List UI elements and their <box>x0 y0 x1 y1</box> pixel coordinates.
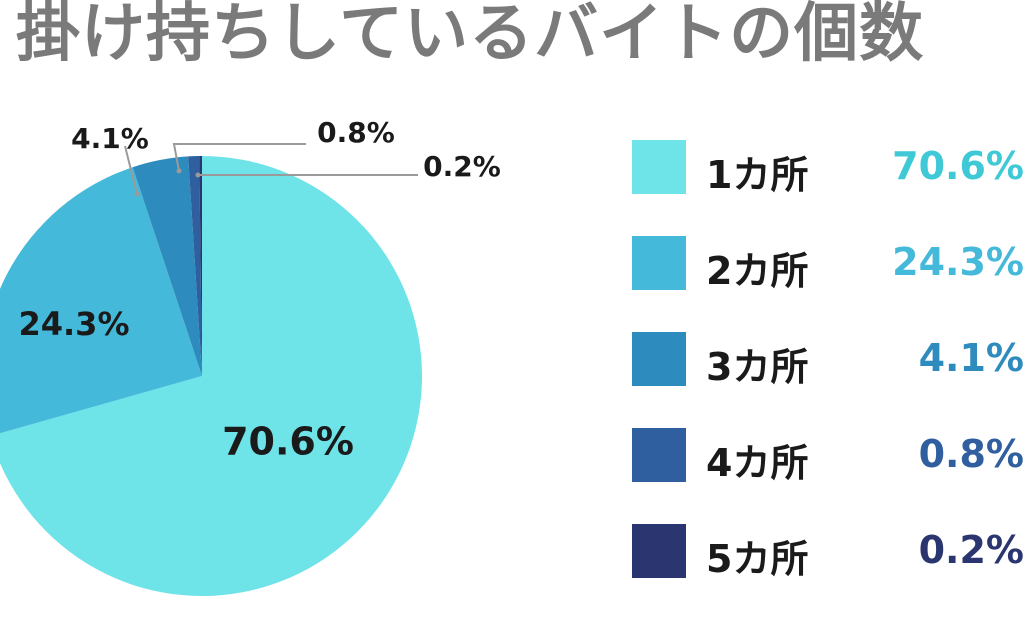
legend-swatch-5 <box>632 524 686 578</box>
leader-line-3 <box>124 145 138 195</box>
slice-label-4: 0.8% <box>317 116 395 149</box>
slice-label-5: 0.2% <box>423 150 501 183</box>
legend-value-3: 4.1% <box>918 336 1024 380</box>
leader-dot-5 <box>195 172 201 178</box>
slice-label-3: 4.1% <box>71 122 149 155</box>
legend-item-3: 3カ所 4.1% <box>632 332 1024 389</box>
legend-value-5: 0.2% <box>918 528 1024 572</box>
legend-value-4: 0.8% <box>918 432 1024 476</box>
pie-slice-5 <box>199 156 202 376</box>
leader-dot-3 <box>134 191 140 197</box>
legend-swatch-1 <box>632 140 686 194</box>
legend-swatch-3 <box>632 332 686 386</box>
chart-title: 掛け持ちしているバイトの個数 <box>16 0 925 71</box>
legend-label-4: 4カ所 <box>706 441 809 485</box>
pie-slice-2 <box>0 167 202 434</box>
legend-value-2: 24.3% <box>892 240 1024 284</box>
pie-slice-3 <box>132 156 202 376</box>
legend-item-1: 1カ所 70.6% <box>632 140 1024 197</box>
slice-label-1: 70.6% <box>222 420 354 464</box>
legend-item-4: 4カ所 0.8% <box>632 428 1024 485</box>
legend-swatch-4 <box>632 428 686 482</box>
pie-slice-1 <box>0 156 422 596</box>
legend-label-3: 3カ所 <box>706 345 809 389</box>
pie-slice-4 <box>188 156 202 376</box>
legend-value-1: 70.6% <box>892 144 1024 188</box>
legend-swatch-2 <box>632 236 686 290</box>
legend-label-2: 2カ所 <box>706 249 809 293</box>
legend-label-5: 5カ所 <box>706 537 809 581</box>
legend-item-5: 5カ所 0.2% <box>632 524 1024 581</box>
leader-dot-4 <box>176 168 182 174</box>
leader-line-4 <box>172 143 306 172</box>
legend-item-2: 2カ所 24.3% <box>632 236 1024 293</box>
slice-label-2: 24.3% <box>18 305 129 343</box>
legend-label-1: 1カ所 <box>706 153 809 197</box>
